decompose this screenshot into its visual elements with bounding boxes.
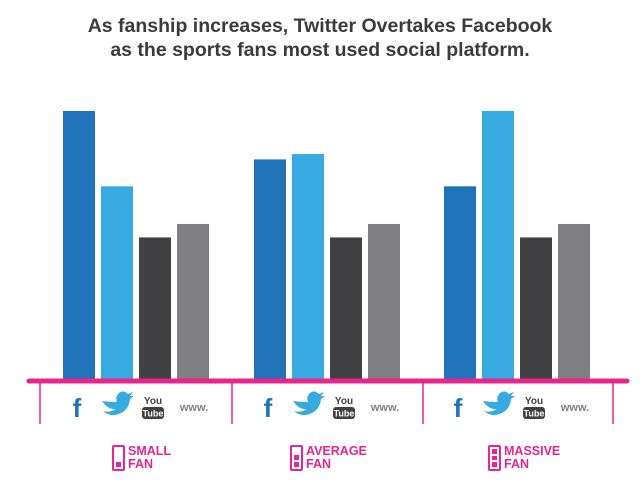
youtube-icon-tube: Tube <box>143 409 164 419</box>
bar-small-fan-www <box>177 223 209 380</box>
twitter-icon <box>102 391 134 416</box>
bars-layer <box>63 111 590 380</box>
axis-layer <box>26 378 630 424</box>
bar-massive-fan-facebook <box>444 186 476 380</box>
fan-level-meter-small <box>112 445 125 471</box>
youtube-icon: You <box>525 396 543 407</box>
group-label-massive-line1: MASSIVE <box>504 444 561 458</box>
web-icon: www. <box>179 402 208 414</box>
group-label-massive-line2: FAN <box>504 457 529 471</box>
bar-small-fan-youtube <box>139 237 171 380</box>
title-line-2: as the sports fans most used social plat… <box>110 39 530 61</box>
legend-icons-layer: f You Tube www. f You Tube www. f You Tube www. <box>73 391 589 423</box>
youtube-icon-box <box>523 407 545 419</box>
bar-average-fan-twitter <box>292 154 324 380</box>
bar-average-fan-youtube <box>330 237 362 380</box>
bar-average-fan-www <box>368 223 400 380</box>
youtube-icon-box <box>333 407 355 419</box>
bar-small-fan-facebook <box>63 111 95 380</box>
youtube-icon-tube: Tube <box>524 409 545 419</box>
group-label-average-line2: FAN <box>306 457 331 471</box>
youtube-icon: You <box>335 396 353 407</box>
youtube-icon-box <box>142 407 164 419</box>
fan-level-meter-massive <box>488 445 501 471</box>
facebook-icon: f <box>454 393 463 423</box>
youtube-icon: You <box>144 396 162 407</box>
bar-massive-fan-twitter <box>482 111 514 380</box>
twitter-icon <box>483 391 515 416</box>
bar-massive-fan-www <box>558 223 590 380</box>
bar-small-fan-twitter <box>101 186 133 380</box>
group-label-small-line2: FAN <box>128 457 153 471</box>
youtube-icon-tube: Tube <box>334 409 355 419</box>
title-line-1: As fanship increases, Twitter Overtakes … <box>87 15 553 37</box>
chart-title: As fanship increases, Twitter Overtakes … <box>0 14 640 62</box>
bar-massive-fan-youtube <box>520 237 552 380</box>
group-label-small-line1: SMALL <box>128 444 172 458</box>
group-label-average-fan: AVERAGE FAN <box>290 445 367 471</box>
web-icon: www. <box>370 402 399 414</box>
group-label-average-line1: AVERAGE <box>306 444 367 458</box>
group-label-small-fan: SMALL FAN <box>112 445 171 471</box>
facebook-icon: f <box>264 393 273 423</box>
web-icon: www. <box>560 402 589 414</box>
fan-level-meter-average <box>290 445 303 471</box>
facebook-icon: f <box>73 393 82 423</box>
group-label-massive-fan: MASSIVE FAN <box>488 445 560 471</box>
twitter-icon <box>293 391 325 416</box>
bar-average-fan-facebook <box>254 159 286 380</box>
